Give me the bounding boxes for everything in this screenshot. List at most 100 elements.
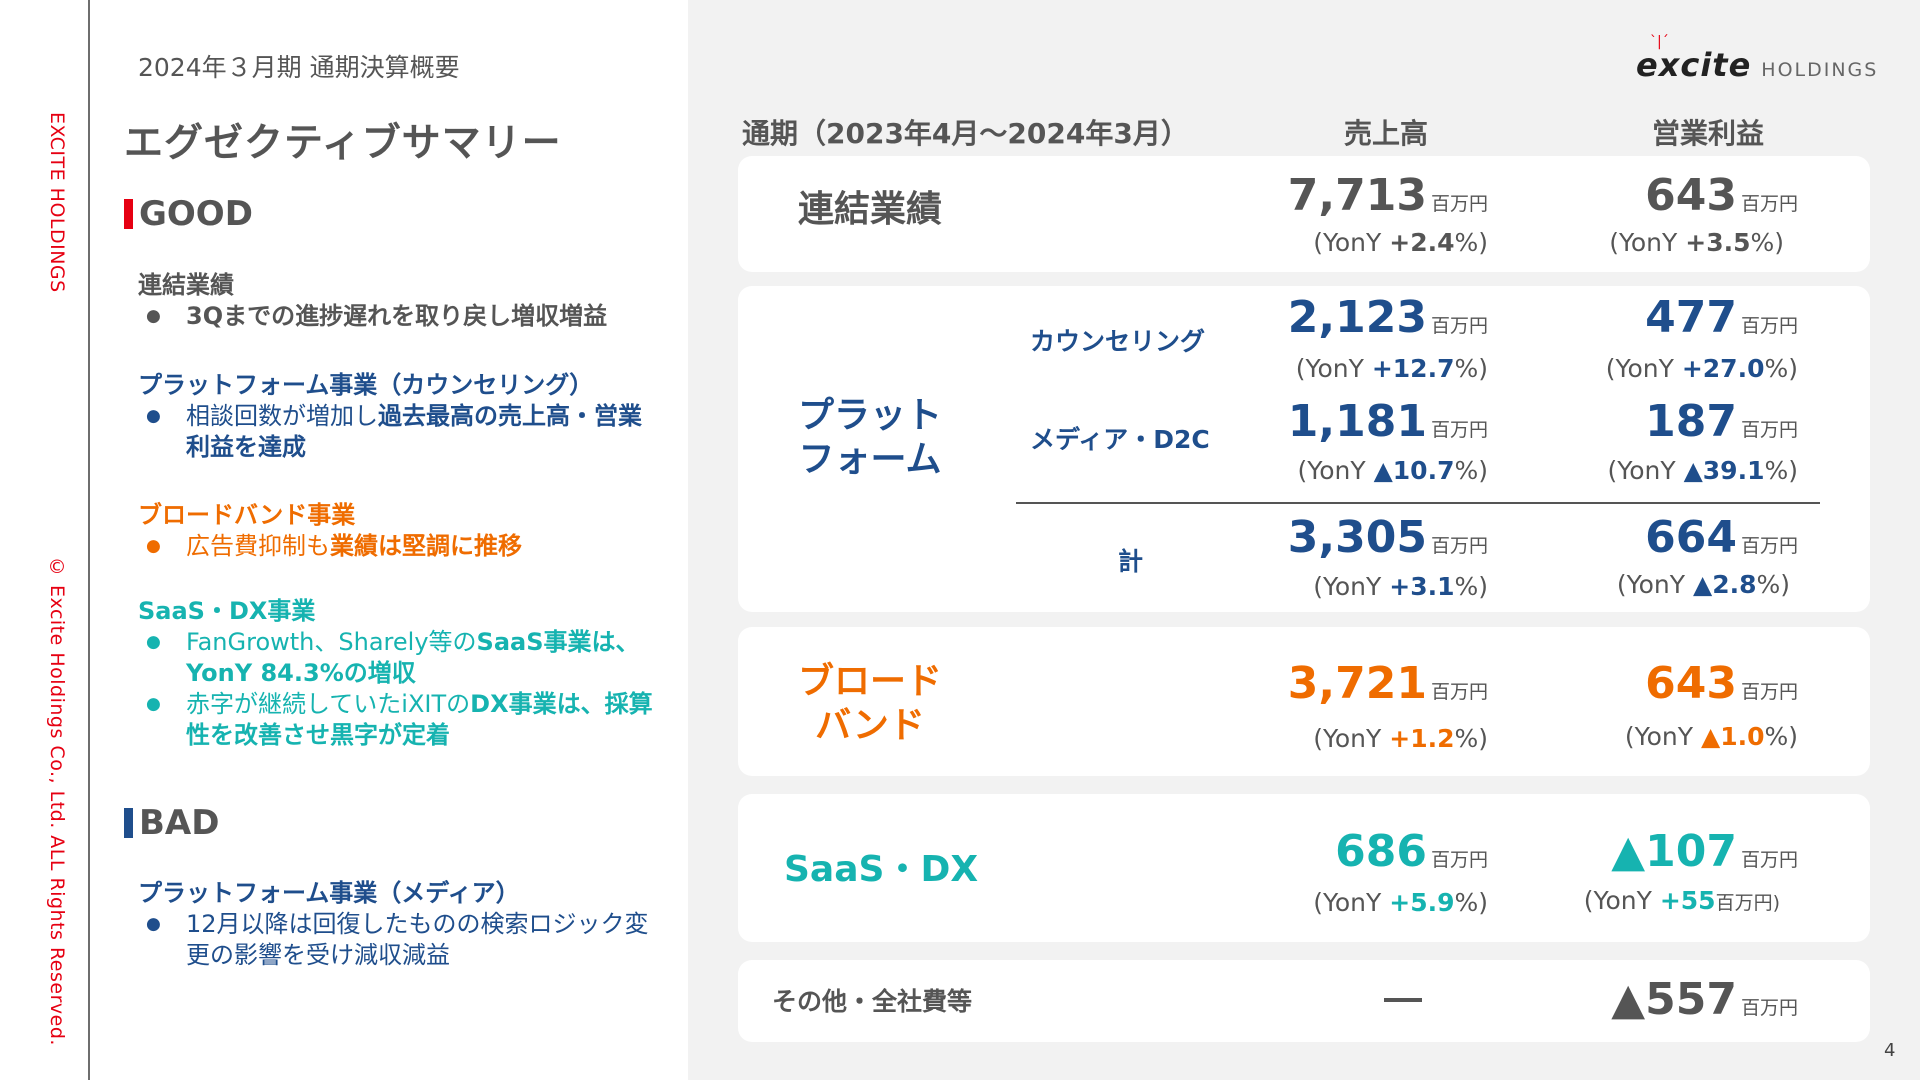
list-item-bold: 過去最高の売上高・営業利益を達成 xyxy=(186,402,642,461)
bad-block-media: プラットフォーム事業（メディア） 12月以降は回復したものの検索ロジック変更の影… xyxy=(138,878,658,971)
yoy-value: ▲39.1 xyxy=(1683,456,1765,485)
counseling-sales-yoy: (YonY +12.7%) xyxy=(1296,354,1488,383)
block-title: プラットフォーム事業（メディア） xyxy=(138,879,520,907)
broadband-op: 643 百万円 xyxy=(1645,658,1798,709)
bad-heading: BAD xyxy=(124,803,219,843)
saas-sales: 686 百万円 xyxy=(1335,826,1488,877)
list-item-bold: SaaS事業は、YonY 84.3%の増収 xyxy=(186,628,640,687)
broadband-label-line2: バンド xyxy=(815,705,925,746)
value: 686 xyxy=(1335,826,1427,877)
yoy-suffix: %) xyxy=(1454,354,1488,383)
yoy-suffix: %) xyxy=(1454,888,1488,917)
yoy-prefix: (YonY xyxy=(1313,888,1390,917)
yoy-prefix: (YonY xyxy=(1605,354,1682,383)
logo-wordmark: excite xyxy=(1636,46,1752,84)
platform-total-sales: 3,305 百万円 xyxy=(1288,512,1488,563)
yoy-prefix: (YonY xyxy=(1313,572,1390,601)
value: ▲107 xyxy=(1611,826,1737,877)
logo-holdings: HOLDINGS xyxy=(1761,59,1879,81)
yoy-prefix: (YonY xyxy=(1583,886,1660,915)
yoy-value: +12.7 xyxy=(1371,354,1455,383)
counseling-sales: 2,123 百万円 xyxy=(1288,292,1488,343)
yoy-prefix: (YonY xyxy=(1295,354,1372,383)
good-block-saas: SaaS・DX事業 FanGrowth、Sharely等のSaaS事業は、Yon… xyxy=(138,596,658,751)
logo-spark-icon: ˋ|ˊ xyxy=(1650,34,1669,50)
broadband-label-line1: ブロード xyxy=(798,661,943,702)
saas-op: ▲107 百万円 xyxy=(1611,826,1798,877)
yoy-suffix: %) xyxy=(1454,724,1488,753)
list-item-bold: DX事業は、採算性を改善させ黒字が定着 xyxy=(186,690,653,749)
media-op-yoy: (YonY ▲39.1%) xyxy=(1608,456,1799,485)
unit: 百万円 xyxy=(1430,681,1488,703)
broadband-op-yoy: (YonY ▲1.0%) xyxy=(1625,722,1798,751)
period-header: 通期（2023年4月～2024年3月） xyxy=(742,117,1189,150)
yoy-suffix: %) xyxy=(1750,228,1784,257)
value: 1,181 xyxy=(1287,396,1427,447)
broadband-sales: 3,721 百万円 xyxy=(1288,658,1488,709)
other-op: ▲557 百万円 xyxy=(1611,974,1798,1025)
yoy-value: +3.5 xyxy=(1685,228,1751,257)
page-number: 4 xyxy=(1884,1040,1896,1061)
list-item-text: 相談回数が増加し xyxy=(186,402,378,430)
bad-marker-bar xyxy=(124,808,133,838)
yoy-value: ▲2.8 xyxy=(1692,570,1757,599)
consolidated-op-yoy: (YonY +3.5%) xyxy=(1609,228,1784,257)
list-item-text: 赤字が継続していたiXITの xyxy=(186,690,471,718)
yoy-suffix: %) xyxy=(1454,456,1488,485)
saas-sales-yoy: (YonY +5.9%) xyxy=(1313,888,1488,917)
counseling-op-yoy: (YonY +27.0%) xyxy=(1606,354,1798,383)
consolidated-sales-yoy: (YonY +2.4%) xyxy=(1313,228,1488,257)
slide-subtitle: 2024年３月期 通期決算概要 xyxy=(138,53,460,82)
card-other xyxy=(738,960,1870,1042)
good-block-broadband: ブロードバンド事業 広告費抑制も業績は堅調に推移 xyxy=(138,500,658,562)
list-item: 相談回数が増加し過去最高の売上高・営業利益を達成 xyxy=(138,401,658,463)
platform-total-op-yoy: (YonY ▲2.8%) xyxy=(1617,570,1790,599)
vertical-divider-line xyxy=(88,0,90,1080)
value: 7,713 xyxy=(1287,170,1427,221)
value: 477 xyxy=(1645,292,1737,343)
left-margin xyxy=(0,0,90,1080)
operating-profit-header: 営業利益 xyxy=(1652,117,1765,150)
unit: 百万円 xyxy=(1740,997,1798,1019)
unit: 百万円 xyxy=(1430,315,1488,337)
block-title: SaaS・DX事業 xyxy=(138,597,316,625)
value: 3,721 xyxy=(1287,658,1427,709)
unit: 百万円 xyxy=(1430,535,1488,557)
consolidated-label: 連結業績 xyxy=(798,189,943,230)
media-label: メディア・D2C xyxy=(1030,425,1210,454)
other-sales-dash xyxy=(1384,998,1422,1002)
value: 2,123 xyxy=(1287,292,1427,343)
platform-label-line1: プラット xyxy=(798,395,943,436)
platform-subtotal-divider xyxy=(1016,502,1820,504)
platform-total-sales-yoy: (YonY +3.1%) xyxy=(1313,572,1488,601)
broadband-sales-yoy: (YonY +1.2%) xyxy=(1313,724,1488,753)
list-item-text: FanGrowth、Sharely等の xyxy=(186,628,477,656)
yoy-prefix: (YonY xyxy=(1616,570,1693,599)
unit: 百万円 xyxy=(1430,419,1488,441)
list-item-bold: 業績は堅調に推移 xyxy=(330,532,522,560)
card-broadband xyxy=(738,627,1870,776)
value: 3,305 xyxy=(1287,512,1427,563)
yoy-value: +2.4 xyxy=(1389,228,1455,257)
sales-header: 売上高 xyxy=(1344,117,1429,150)
good-heading: GOOD xyxy=(124,194,253,234)
excite-holdings-logo: ˋ|ˊ excite HOLDINGS xyxy=(1636,34,1879,84)
list-item: 3Qまでの進捗遅れを取り戻し増収増益 xyxy=(138,301,658,332)
sidebar-company-name: EXCITE HOLDINGS xyxy=(46,112,68,293)
list-item-text: 広告費抑制も xyxy=(186,532,330,560)
yoy-suffix: %) xyxy=(1756,570,1790,599)
unit: 百万円 xyxy=(1740,849,1798,871)
media-sales: 1,181 百万円 xyxy=(1288,396,1488,447)
good-heading-text: GOOD xyxy=(139,194,253,234)
yoy-value: +5.9 xyxy=(1389,888,1455,917)
list-item: 赤字が継続していたiXITのDX事業は、採算性を改善させ黒字が定着 xyxy=(138,689,658,751)
consolidated-sales: 7,713 百万円 xyxy=(1288,170,1488,221)
yoy-suffix: %) xyxy=(1764,354,1798,383)
saas-dx-label: SaaS・DX xyxy=(784,849,979,890)
yoy-unit-suffix: 百万円) xyxy=(1715,892,1780,914)
value: 664 xyxy=(1645,512,1737,563)
bad-heading-text: BAD xyxy=(139,803,220,843)
unit: 百万円 xyxy=(1430,849,1488,871)
block-title: ブロードバンド事業 xyxy=(138,501,356,529)
value: ▲557 xyxy=(1611,974,1737,1025)
